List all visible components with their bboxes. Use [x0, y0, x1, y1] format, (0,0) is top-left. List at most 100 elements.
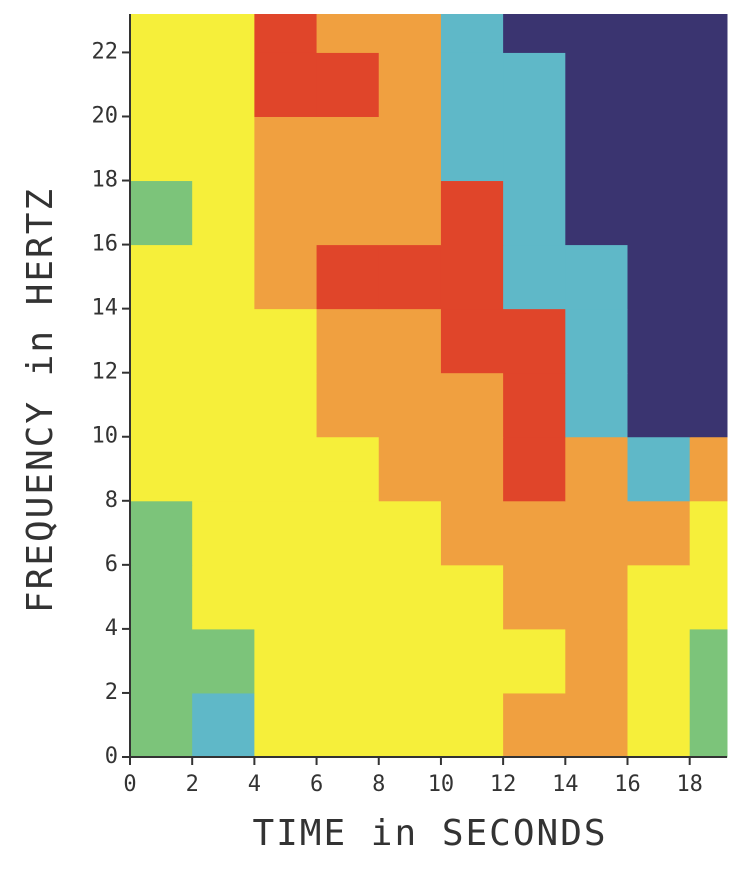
heat-cell [316, 628, 380, 694]
heat-cell [316, 564, 380, 630]
heat-cell [627, 14, 691, 53]
y-tick-label: 12 [92, 360, 119, 385]
heat-cell [627, 372, 691, 438]
heat-cell [254, 180, 318, 246]
heat-cell [254, 308, 318, 374]
y-tick-label: 2 [105, 680, 118, 705]
heat-cell [192, 116, 255, 182]
heat-cell [192, 436, 255, 502]
heat-cell [254, 436, 318, 502]
heat-cell [192, 244, 255, 310]
y-tick-label: 18 [92, 168, 119, 193]
heat-cell [503, 372, 566, 438]
heat-cell [130, 244, 193, 310]
y-tick-label: 14 [92, 296, 119, 321]
heat-cell [440, 14, 504, 53]
heat-cell [192, 14, 255, 53]
x-tick-label: 10 [428, 772, 455, 797]
heat-cell [689, 14, 728, 53]
heat-cell [130, 372, 193, 438]
heat-cell [503, 500, 566, 566]
heat-cell [565, 436, 628, 502]
heat-cell [316, 372, 380, 438]
x-tick-label: 18 [676, 772, 703, 797]
heat-cell [316, 116, 380, 182]
y-tick-label: 20 [92, 103, 119, 128]
heat-cell [130, 116, 193, 182]
heat-cell [503, 692, 566, 758]
heat-cell [627, 244, 691, 310]
heat-cell [130, 436, 193, 502]
heat-cell [503, 116, 566, 182]
heat-cell [378, 180, 442, 246]
heat-cell [378, 244, 442, 310]
x-tick-label: 12 [490, 772, 517, 797]
heat-cell [192, 372, 255, 438]
heat-cell [503, 180, 566, 246]
heat-cell [378, 14, 442, 53]
heat-cell [254, 564, 318, 630]
heat-cell [440, 180, 504, 246]
heat-cell [130, 692, 193, 758]
heat-cell [254, 692, 318, 758]
x-tick-label: 0 [123, 772, 136, 797]
heat-cell [503, 14, 566, 53]
heat-cell [565, 244, 628, 310]
heat-cell [503, 52, 566, 117]
heat-cell [316, 180, 380, 246]
x-tick-label: 6 [310, 772, 323, 797]
heat-cell [254, 116, 318, 182]
heat-cell [192, 180, 255, 246]
heat-cell [316, 500, 380, 566]
heat-cell [689, 564, 728, 630]
y-tick-label: 16 [92, 232, 119, 257]
heat-cell [130, 14, 193, 53]
heat-cell [565, 52, 628, 117]
heat-cell [503, 308, 566, 374]
heat-cell [689, 436, 728, 502]
heat-cell [565, 372, 628, 438]
heat-cell [130, 564, 193, 630]
y-tick-label: 22 [92, 39, 119, 64]
heat-cell [627, 692, 691, 758]
heat-cell [192, 308, 255, 374]
heat-cell [565, 564, 628, 630]
heat-cell [378, 308, 442, 374]
y-tick-label: 6 [105, 552, 118, 577]
heat-cell [440, 564, 504, 630]
heat-cell [378, 436, 442, 502]
heat-cell [440, 436, 504, 502]
heat-cell [192, 564, 255, 630]
heat-cell [440, 308, 504, 374]
heat-cell [627, 116, 691, 182]
x-tick-label: 14 [552, 772, 579, 797]
heat-cell [627, 564, 691, 630]
heat-cell [440, 500, 504, 566]
heat-cell [565, 500, 628, 566]
y-tick-label: 4 [105, 616, 118, 641]
heat-cell [440, 116, 504, 182]
y-tick-label: 8 [105, 488, 118, 513]
x-tick-label: 4 [248, 772, 261, 797]
heat-cell [503, 244, 566, 310]
heat-cell [689, 180, 728, 246]
heat-cell [378, 116, 442, 182]
heat-cell [503, 436, 566, 502]
heat-cell [130, 500, 193, 566]
heat-cell [689, 372, 728, 438]
heat-cell [440, 692, 504, 758]
heat-cell [192, 52, 255, 117]
heat-cell [254, 14, 318, 53]
heat-cell [316, 52, 380, 117]
heat-cell [378, 564, 442, 630]
heat-cell [627, 628, 691, 694]
heat-cell [316, 308, 380, 374]
heat-cell [440, 244, 504, 310]
heat-cell [378, 692, 442, 758]
heat-cell [689, 116, 728, 182]
heat-cell [689, 500, 728, 566]
heat-cell [440, 52, 504, 117]
heat-cell [316, 244, 380, 310]
x-tick-label: 8 [372, 772, 385, 797]
